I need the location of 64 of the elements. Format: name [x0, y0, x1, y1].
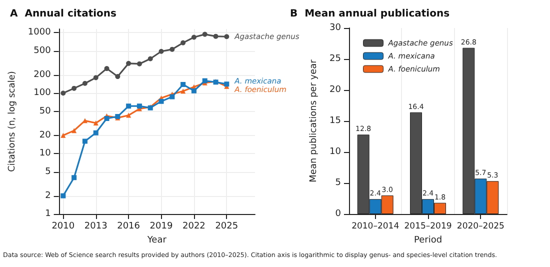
y-tick-label: 15 — [330, 116, 341, 126]
x-axis-title: Period — [414, 236, 442, 246]
x-axis-title: Year — [146, 236, 167, 246]
x-tick-label: 2020–2025 — [456, 222, 504, 232]
point — [72, 86, 77, 91]
point — [126, 112, 132, 118]
y-tick-label: 20 — [39, 130, 52, 140]
point — [180, 88, 186, 94]
x-tick-label: 2015–2019 — [404, 222, 452, 232]
point — [93, 75, 98, 80]
point — [148, 56, 153, 62]
y-tick-label: 100 — [34, 88, 52, 98]
x-tick-label: 2022 — [182, 222, 206, 232]
point — [213, 34, 218, 39]
y-axis-title: Mean publications per year — [309, 59, 320, 182]
y-tick-label: 0 — [335, 209, 342, 219]
y-tick-label: 5 — [335, 178, 341, 188]
point — [60, 193, 66, 198]
point — [170, 46, 175, 52]
y-tick-label: 20 — [330, 85, 342, 95]
y-axis-title: Citations (n, log scale) — [8, 71, 18, 172]
point — [72, 175, 77, 180]
point — [191, 88, 196, 94]
x-tick-label: 2016 — [117, 222, 140, 232]
point — [191, 34, 196, 40]
point — [180, 82, 186, 87]
y-tick-label: 200 — [34, 70, 52, 80]
y-tick-label: 10 — [330, 147, 342, 157]
chart-title: A Annual citations — [10, 8, 117, 20]
point — [180, 40, 186, 46]
point — [72, 128, 77, 134]
point — [115, 74, 120, 80]
y-tick-label: 30 — [330, 23, 342, 33]
y-tick-label: 2 — [45, 190, 51, 201]
point — [60, 132, 66, 138]
point — [158, 48, 164, 54]
point — [136, 104, 142, 109]
point — [93, 120, 98, 126]
point — [126, 60, 132, 66]
y-tick-label: 25 — [330, 54, 341, 64]
y-tick-label: 500 — [34, 46, 52, 56]
x-tick-label: 2025 — [215, 222, 238, 232]
point — [202, 32, 208, 37]
x-tick-label: 2019 — [150, 222, 173, 232]
point — [136, 61, 142, 66]
x-tick-label: 2010–2014 — [352, 222, 400, 232]
point — [158, 98, 164, 104]
y-tick-label: 5 — [45, 166, 51, 177]
point — [93, 130, 98, 136]
point — [126, 104, 132, 109]
point — [82, 80, 88, 86]
x-tick-label: 2013 — [84, 222, 108, 232]
point — [224, 34, 230, 40]
point — [104, 116, 110, 122]
chart-title: B Mean annual publications — [290, 8, 450, 20]
point — [82, 138, 88, 144]
point — [170, 94, 175, 100]
y-tick-label: 10 — [39, 148, 52, 159]
y-tick-label: 1 — [45, 209, 51, 219]
y-tick-label: 50 — [39, 106, 52, 116]
point — [104, 66, 110, 72]
y-tick-label: 1000 — [28, 28, 52, 38]
x-tick-label: 2010 — [52, 222, 75, 232]
point — [60, 90, 66, 96]
